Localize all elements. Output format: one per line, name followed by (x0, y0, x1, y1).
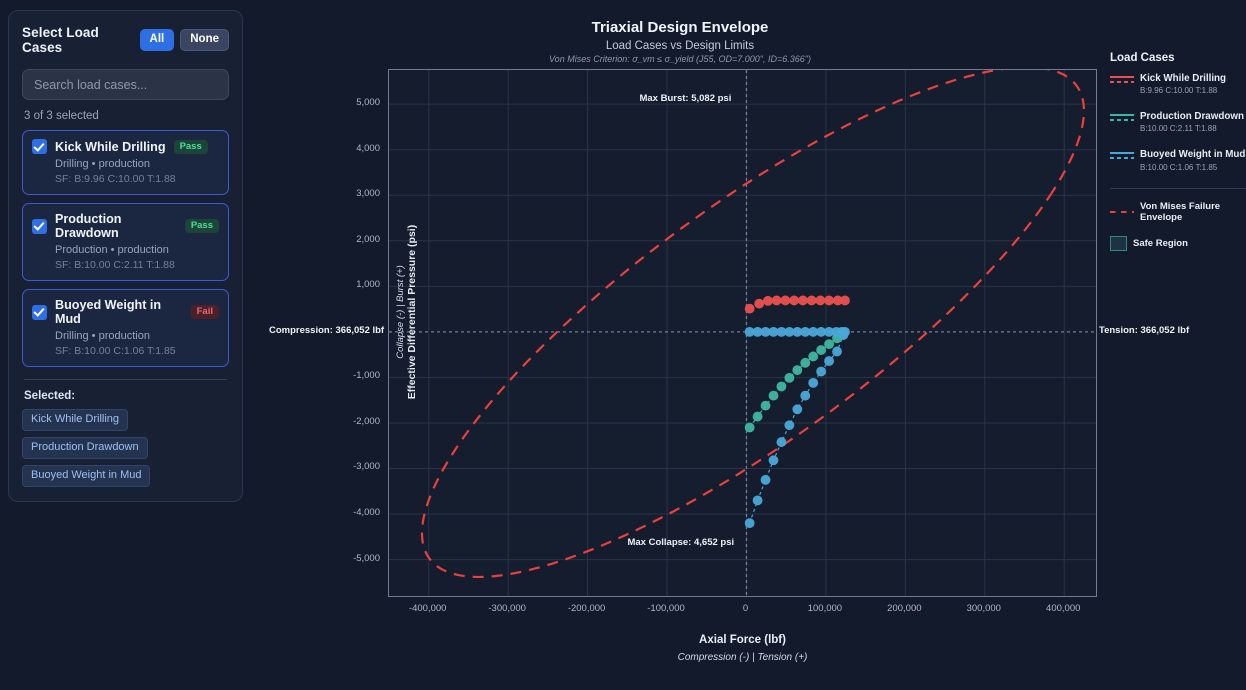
y-tick-label: 3,000 (356, 188, 380, 200)
chart-container: Triaxial Design Envelope Load Cases vs D… (250, 0, 1246, 690)
panel-title: Select Load Cases (22, 25, 99, 55)
y-tick-label: 4,000 (356, 142, 380, 154)
safe-region-swatch-icon (1110, 235, 1127, 251)
legend-item[interactable]: Production Drawdown B:10.00 C:2.11 T:1.8… (1110, 111, 1246, 133)
load-case-safety-factors: SF: B:10.00 C:2.11 T:1.88 (55, 259, 175, 271)
plot-annotation: Max Collapse: 4,652 psi (627, 536, 735, 548)
status-badge: Pass (184, 219, 219, 233)
legend-item-safe-region[interactable]: Safe Region (1110, 235, 1246, 251)
status-badge: Fail (190, 305, 219, 319)
load-case-meta: Drilling • production (55, 330, 150, 342)
y-tick-label: 2,000 (356, 233, 380, 245)
x-tick-label: -200,000 (567, 603, 606, 614)
selected-chip[interactable]: Buoyed Weight in Mud (22, 465, 151, 487)
load-case-meta: Production • production (55, 244, 169, 256)
section-divider (24, 379, 227, 380)
legend-series-sf: B:10.00 C:1.06 T:1.85 (1140, 162, 1218, 172)
y-tick-label: -1,000 (353, 370, 380, 382)
legend-item[interactable]: Kick While Drilling B:9.96 C:10.00 T:1.8… (1110, 73, 1246, 95)
load-case-card[interactable]: Buoyed Weight in Mud Fail Drilling • pro… (22, 289, 229, 367)
y-axis-main-label: Effective Differential Pressure (psi) (406, 224, 418, 400)
y-tick-label: -4,000 (353, 507, 380, 519)
legend-series-name: Production Drawdown (1140, 111, 1244, 123)
load-case-card[interactable]: Production Drawdown Pass Production • pr… (22, 203, 229, 281)
x-tick-label: -100,000 (647, 603, 685, 614)
plot-annotation: Max Burst: 5,082 psi (639, 93, 732, 105)
chart-criterion-note: Von Mises Criterion: σ_vm ≤ σ_yield (J55… (549, 54, 811, 64)
legend-swatch (1110, 111, 1134, 122)
legend-title: Load Cases (1110, 52, 1175, 64)
checkbox-checked-icon[interactable] (32, 304, 47, 320)
legend-series-sf: B:9.96 C:10.00 T:1.88 (1140, 86, 1218, 96)
legend-item[interactable]: Buoyed Weight in Mud B:10.00 C:1.06 T:1.… (1110, 149, 1246, 172)
load-case-safety-factors: SF: B:10.00 C:1.06 T:1.85 (55, 345, 176, 357)
x-axis-sublabel: Compression (-) | Tension (+) (677, 652, 808, 663)
legend-envelope-label: Von Mises Failure Envelope (1140, 200, 1221, 223)
plot-annotation: Tension: 366,052 lbf (1099, 324, 1190, 336)
x-axis-label: Axial Force (lbf) (699, 634, 786, 646)
x-tick-label: 100,000 (807, 603, 843, 614)
checkbox-checked-icon[interactable] (32, 218, 47, 234)
load-case-name: Kick While Drilling (55, 139, 166, 154)
y-axis-label: Collapse (-) | Burst (+) Effective Diffe… (394, 182, 418, 442)
chart-title: Triaxial Design Envelope (591, 19, 769, 36)
y-tick-label: -5,000 (353, 552, 380, 564)
load-case-name: Production Drawdown (55, 212, 122, 240)
load-case-meta: Drilling • production (55, 158, 150, 170)
sidebar-header: Select Load Cases All None (22, 25, 229, 55)
legend-series-sf: B:10.00 C:2.11 T:1.88 (1140, 124, 1217, 134)
checkbox-checked-icon[interactable] (32, 139, 47, 154)
x-tick-label: -400,000 (408, 603, 447, 614)
y-tick-label: -3,000 (353, 461, 380, 473)
card-header-row: Production Drawdown Pass (32, 212, 219, 240)
selected-chip[interactable]: Kick While Drilling (22, 409, 129, 431)
search-placeholder: Search load cases... (34, 77, 148, 92)
load-case-name: Buoyed Weight in Mud (55, 298, 162, 326)
card-header-row: Kick While Drilling Pass (32, 139, 219, 154)
select-all-none-group: All None (139, 28, 229, 52)
selected-label: Selected: (24, 390, 76, 402)
chart-subtitle: Load Cases vs Design Limits (605, 40, 755, 52)
load-case-selector-panel: Select Load Cases All None Search load c… (8, 10, 243, 502)
x-tick-label: 0 (742, 603, 749, 614)
card-header-row: Buoyed Weight in Mud Fail (32, 298, 219, 326)
plot-svg (389, 70, 1096, 596)
plot-annotation: Compression: 366,052 lbf (269, 324, 385, 336)
legend-swatch (1110, 73, 1134, 83)
legend-series-name: Buoyed Weight in Mud (1140, 149, 1246, 161)
load-case-card[interactable]: Kick While Drilling Pass Drilling • prod… (22, 130, 229, 195)
legend-series-name: Kick While Drilling (1140, 73, 1227, 84)
legend-swatch (1110, 149, 1134, 160)
legend-safe-label: Safe Region (1133, 237, 1188, 249)
status-badge: Pass (173, 139, 208, 154)
y-tick-label: 5,000 (356, 97, 380, 109)
legend-text: Kick While Drilling B:9.96 C:10.00 T:1.8… (1140, 73, 1226, 95)
legend-divider (1110, 187, 1246, 189)
legend-item-envelope[interactable]: Von Mises Failure Envelope (1110, 201, 1246, 223)
x-tick-label: 200,000 (887, 603, 922, 614)
load-case-list: Kick While Drilling Pass Drilling • prod… (22, 130, 229, 367)
y-tick-label: 1,000 (356, 279, 380, 291)
search-input[interactable]: Search load cases... (22, 69, 229, 100)
selected-chips: Kick While Drilling Production Drawdown … (22, 409, 229, 487)
legend-text: Production Drawdown B:10.00 C:2.11 T:1.8… (1140, 111, 1244, 133)
x-tick-label: -300,000 (488, 603, 526, 614)
select-all-button[interactable]: All (139, 28, 175, 52)
load-case-safety-factors: SF: B:9.96 C:10.00 T:1.88 (55, 173, 176, 185)
x-tick-label: 400,000 (1046, 603, 1081, 614)
y-axis-sublabel: Collapse (-) | Burst (+) (395, 265, 406, 359)
selected-chip[interactable]: Production Drawdown (22, 437, 148, 459)
y-tick-label: -2,000 (353, 415, 380, 427)
x-tick-label: 300,000 (966, 603, 1001, 614)
legend-text: Buoyed Weight in Mud B:10.00 C:1.06 T:1.… (1140, 149, 1245, 171)
selection-count: 3 of 3 selected (24, 110, 99, 122)
plot-area[interactable]: Collapse (-) | Burst (+) Effective Diffe… (388, 69, 1097, 597)
select-none-button[interactable]: None (180, 28, 229, 52)
dashed-line-icon (1110, 210, 1134, 213)
chart-legend: Load Cases Kick While Drilling B:9.96 C:… (1110, 52, 1246, 264)
